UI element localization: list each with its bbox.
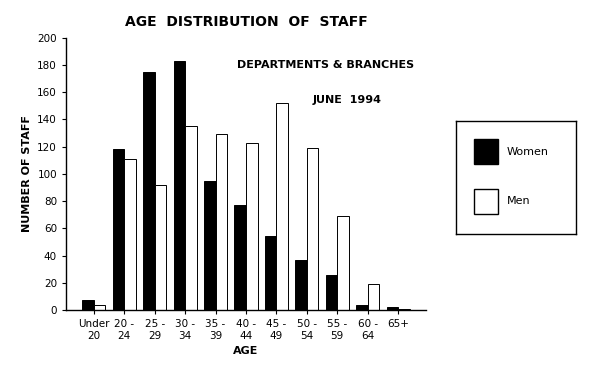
Text: Women: Women <box>506 147 548 156</box>
Bar <box>215 135 227 310</box>
Bar <box>295 260 307 310</box>
Bar <box>173 61 185 310</box>
Bar <box>124 159 136 310</box>
X-axis label: AGE: AGE <box>233 346 259 356</box>
Bar <box>82 301 94 310</box>
Bar <box>326 274 337 310</box>
Bar <box>235 205 246 310</box>
Bar <box>94 305 106 310</box>
Bar <box>143 72 155 310</box>
Bar <box>246 143 257 310</box>
Bar <box>265 237 277 310</box>
FancyBboxPatch shape <box>474 139 498 164</box>
Text: AGE  DISTRIBUTION  OF  STAFF: AGE DISTRIBUTION OF STAFF <box>125 15 367 29</box>
Bar <box>368 284 379 310</box>
Bar <box>398 308 410 310</box>
Bar <box>386 307 398 310</box>
Bar <box>337 216 349 310</box>
Text: JUNE  1994: JUNE 1994 <box>313 95 382 105</box>
Bar <box>356 305 368 310</box>
Bar <box>277 103 288 310</box>
Text: DEPARTMENTS & BRANCHES: DEPARTMENTS & BRANCHES <box>236 60 414 70</box>
Bar <box>155 185 166 310</box>
FancyBboxPatch shape <box>474 189 498 214</box>
Bar <box>307 148 319 310</box>
Bar <box>185 126 197 310</box>
Y-axis label: NUMBER OF STAFF: NUMBER OF STAFF <box>22 115 32 232</box>
Bar <box>113 149 124 310</box>
Bar <box>204 181 215 310</box>
Text: Men: Men <box>506 197 530 206</box>
